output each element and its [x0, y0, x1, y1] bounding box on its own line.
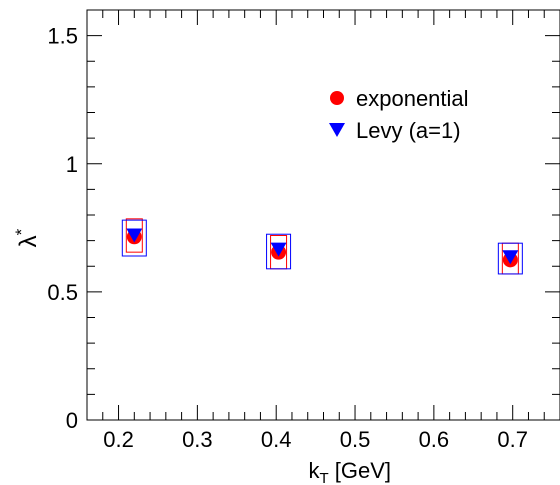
- x-tick-label: 0.3: [182, 427, 213, 452]
- plot-frame: [86, 9, 560, 421]
- data-point-levy: [270, 242, 287, 257]
- x-tick-label: 0.4: [261, 427, 292, 452]
- sys-error-box: [125, 218, 143, 253]
- x-tick-label: 0.6: [419, 427, 450, 452]
- y-tick-label: 1: [66, 152, 78, 177]
- legend-label-exponential: exponential: [356, 86, 469, 111]
- sys-error-box: [121, 219, 147, 257]
- legend-marker-levy: [329, 123, 345, 137]
- x-tick-label: 0.5: [340, 427, 371, 452]
- legend: exponential Levy (a=1): [329, 86, 469, 143]
- y-tick-label: 0: [66, 408, 78, 433]
- y-tick-label: 0.5: [47, 280, 78, 305]
- data-marks: [121, 218, 523, 275]
- legend-marker-exponential: [330, 91, 344, 105]
- x-tick-label: 0.2: [103, 427, 134, 452]
- sys-error-box: [266, 233, 292, 270]
- y-axis-ticks: 0 0.5 1 1.5: [47, 9, 560, 433]
- x-axis-label: kT [GeV]: [308, 458, 391, 485]
- y-axis-label: λ*: [12, 228, 42, 247]
- x-axis-ticks: 0.2 0.3 0.4 0.5 0.6 0.7: [86, 10, 560, 452]
- data-point-levy: [502, 250, 519, 265]
- y-tick-label: 1.5: [47, 24, 78, 49]
- x-tick-label: 0.7: [497, 427, 528, 452]
- sys-error-box: [497, 242, 523, 275]
- data-point-levy: [126, 228, 143, 243]
- legend-label-levy: Levy (a=1): [356, 118, 461, 143]
